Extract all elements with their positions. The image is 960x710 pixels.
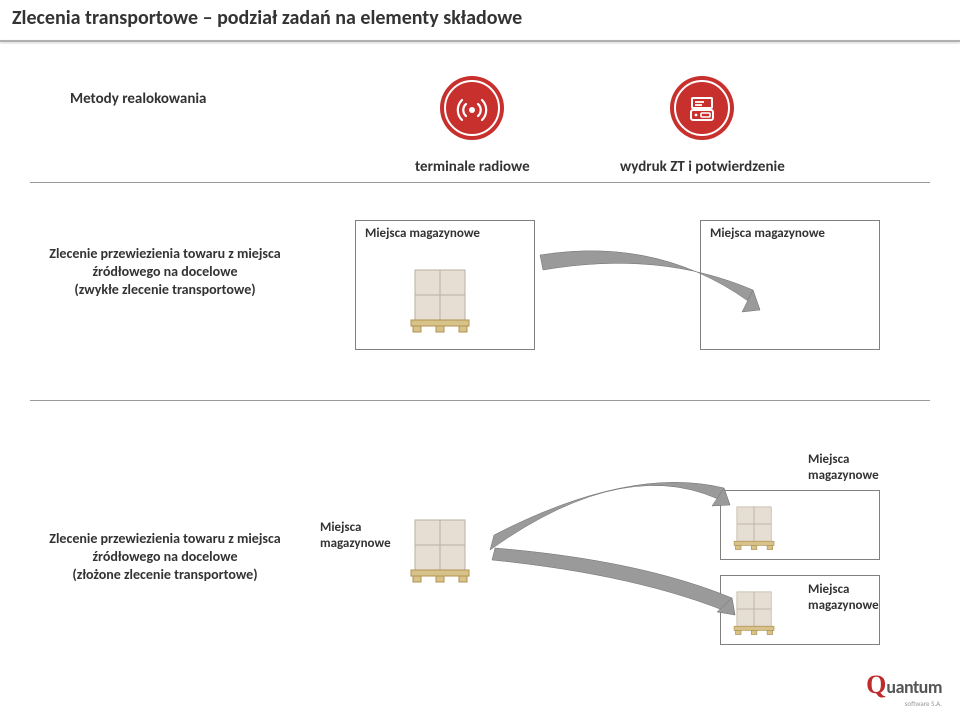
radio-icon: [440, 76, 504, 140]
so-l2: źródłowego na docelowe: [92, 263, 237, 280]
title-bar: Zlecenia transportowe – podział zadań na…: [0, 0, 960, 38]
wh-label-s2-right: Miejsca magazynowe: [710, 226, 825, 241]
logo: Q uantum: [866, 670, 942, 700]
co-l1: Zlecenie przewiezienia towaru z miejsca: [49, 530, 280, 547]
wh-label-s3-top: Miejsca magazynowe: [808, 452, 879, 483]
logo-rest: uantum: [886, 676, 942, 698]
arrows-s3: [480, 440, 800, 640]
printer-icon: [670, 76, 734, 140]
divider-1: [30, 182, 930, 183]
arrow-s2: [535, 240, 785, 340]
logo-subtitle: software S.A.: [905, 699, 942, 708]
divider-2: [30, 400, 930, 401]
so-l3: (zwykłe zlecenie transportowe): [74, 281, 255, 298]
wh-label-s3-bot: Miejsca magazynowe: [808, 582, 879, 613]
co-l3: (złożone zlecenie transportowe): [72, 566, 257, 583]
wh-label-s2-left: Miejsca magazynowe: [365, 226, 480, 241]
print-caption: wydruk ZT i potwierdzenie: [620, 158, 785, 176]
radio-caption: terminale radiowe: [415, 158, 530, 176]
pallet-s2-left: [405, 260, 485, 340]
page-title: Zlecenia transportowe – podział zadań na…: [12, 6, 948, 30]
co-l2: źródłowego na docelowe: [92, 548, 237, 565]
methods-label: Metody realokowania: [70, 90, 206, 108]
so-l1: Zlecenie przewiezienia towaru z miejsca: [49, 245, 280, 262]
wh-label-s3-left: Miejsca magazynowe: [320, 520, 391, 551]
pallet-s3-left: [405, 510, 485, 590]
logo-q: Q: [866, 670, 886, 700]
printer-svg: [682, 88, 722, 128]
simple-order-text: Zlecenie przewiezienia towaru z miejsca …: [35, 245, 295, 300]
title-underline: [0, 40, 960, 42]
wireless-icon: [452, 88, 492, 128]
complex-order-text: Zlecenie przewiezienia towaru z miejsca …: [35, 530, 295, 585]
